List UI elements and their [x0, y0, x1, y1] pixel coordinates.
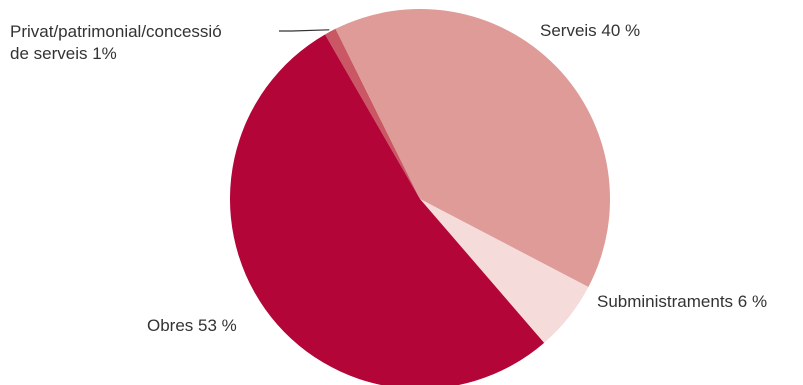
label-serveis: Serveis 40 %: [540, 21, 640, 40]
leader-lines-layer: [279, 29, 330, 32]
labels-layer: Privat/patrimonial/concessió de serveis 1…: [10, 21, 767, 335]
label-subministraments: Subministraments 6 %: [597, 292, 767, 311]
label-privat: Privat/patrimonial/concessió de serveis 1…: [10, 22, 222, 63]
slice-privat: [325, 28, 420, 200]
slice-serveis: [335, 8, 611, 288]
label-obres: Obres 53 %: [147, 316, 237, 335]
slice-obres: [230, 34, 545, 385]
leader-line-privat: [279, 29, 330, 32]
slice-subministraments: [420, 199, 589, 343]
slices-layer: [230, 8, 611, 385]
